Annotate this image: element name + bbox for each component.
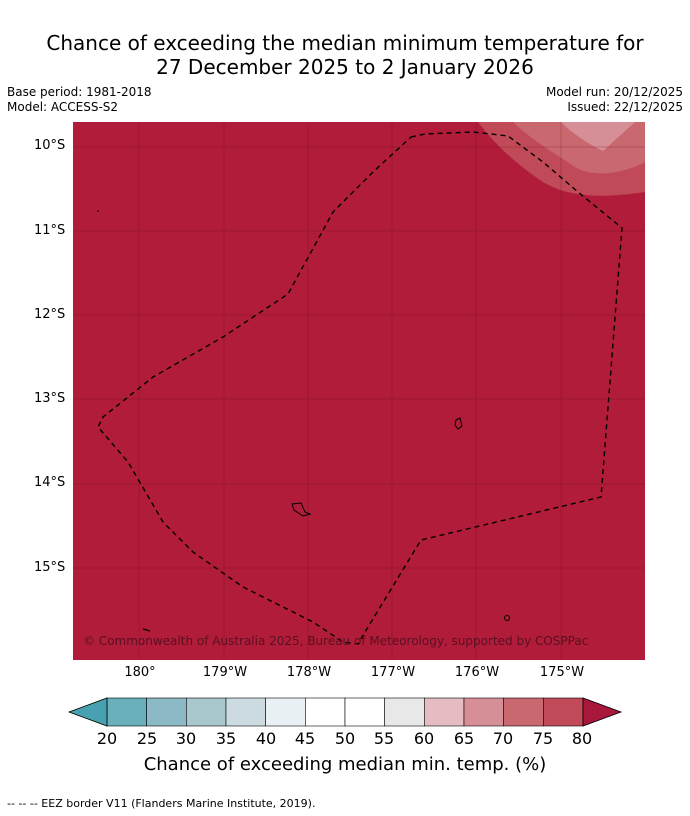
lat-label-12s: 12°S: [34, 307, 66, 322]
issued-date: Issued: 22/12/2025: [567, 100, 683, 114]
island-2: [291, 502, 312, 517]
colorbar-label: Chance of exceeding median min. temp. (%…: [143, 754, 547, 775]
lon-label-179w: 179°W: [202, 665, 248, 680]
title-line-2: 27 December 2025 to 2 January 2026: [156, 55, 534, 79]
colorbar-over-arrow: [582, 697, 623, 727]
cb-tick-65: 65: [453, 729, 475, 748]
lon-label-180: 180°: [124, 665, 156, 680]
lon-label-177w: 177°W: [370, 665, 416, 680]
meta-right: Model run: 20/12/2025 Issued: 22/12/2025: [546, 85, 683, 115]
colorbar-cells: [106, 697, 584, 727]
lon-label-175w: 175°W: [539, 665, 585, 680]
lon-label-178w: 178°W: [286, 665, 332, 680]
cb-tick-60: 60: [413, 729, 435, 748]
lat-label-14s: 14°S: [34, 475, 66, 490]
colorbar-cell: [424, 697, 465, 727]
lon-label-176w: 176°W: [454, 665, 500, 680]
colorbar-under-arrow: [67, 697, 108, 727]
eez-border: [97, 131, 623, 645]
colorbar-cell: [344, 697, 385, 727]
colorbar-cell: [305, 697, 346, 727]
cb-tick-75: 75: [532, 729, 554, 748]
cb-tick-35: 35: [215, 729, 237, 748]
title-line-1: Chance of exceeding the median minimum t…: [46, 31, 644, 55]
colorbar-cell: [106, 697, 147, 727]
probability-field: [73, 122, 645, 660]
island-4: [142, 628, 151, 632]
cb-tick-45: 45: [294, 729, 316, 748]
patch-60-65: [561, 122, 635, 151]
cb-tick-50: 50: [334, 729, 356, 748]
map-svg: © Commonwealth of Australia 2025, Bureau…: [73, 122, 645, 660]
base-period: Base period: 1981-2018: [7, 85, 152, 99]
meta-left: Base period: 1981-2018 Model: ACCESS-S2: [7, 85, 152, 115]
cb-tick-70: 70: [492, 729, 514, 748]
colorbar-cell: [503, 697, 544, 727]
island-1: [454, 417, 463, 430]
colorbar-cell: [146, 697, 187, 727]
cb-tick-40: 40: [255, 729, 277, 748]
cb-tick-25: 25: [136, 729, 158, 748]
lat-label-10s: 10°S: [34, 138, 66, 153]
graticule: [73, 122, 645, 660]
cb-tick-80: 80: [571, 729, 593, 748]
colorbar-cell: [543, 697, 584, 727]
lat-label-15s: 15°S: [34, 560, 66, 575]
footer-note: -- -- -- EEZ border V11 (Flanders Marine…: [7, 797, 316, 810]
island-3: [504, 615, 510, 621]
cb-tick-55: 55: [373, 729, 395, 748]
lat-label-13s: 13°S: [34, 391, 66, 406]
colorbar: [67, 697, 623, 727]
cb-tick-20: 20: [96, 729, 118, 748]
copyright-text: © Commonwealth of Australia 2025, Bureau…: [83, 634, 588, 648]
model-run: Model run: 20/12/2025: [545, 85, 683, 99]
colorbar-cell: [384, 697, 425, 727]
chart-title: Chance of exceeding the median minimum t…: [0, 31, 690, 79]
map-panel: © Commonwealth of Australia 2025, Bureau…: [73, 122, 645, 660]
lat-label-11s: 11°S: [34, 223, 66, 238]
model-name: Model: ACCESS-S2: [7, 100, 119, 114]
cb-tick-30: 30: [175, 729, 197, 748]
colorbar-cell: [186, 697, 227, 727]
colorbar-cell: [225, 697, 266, 727]
island-5: [97, 210, 99, 212]
colorbar-cell: [463, 697, 504, 727]
colorbar-cell: [265, 697, 306, 727]
